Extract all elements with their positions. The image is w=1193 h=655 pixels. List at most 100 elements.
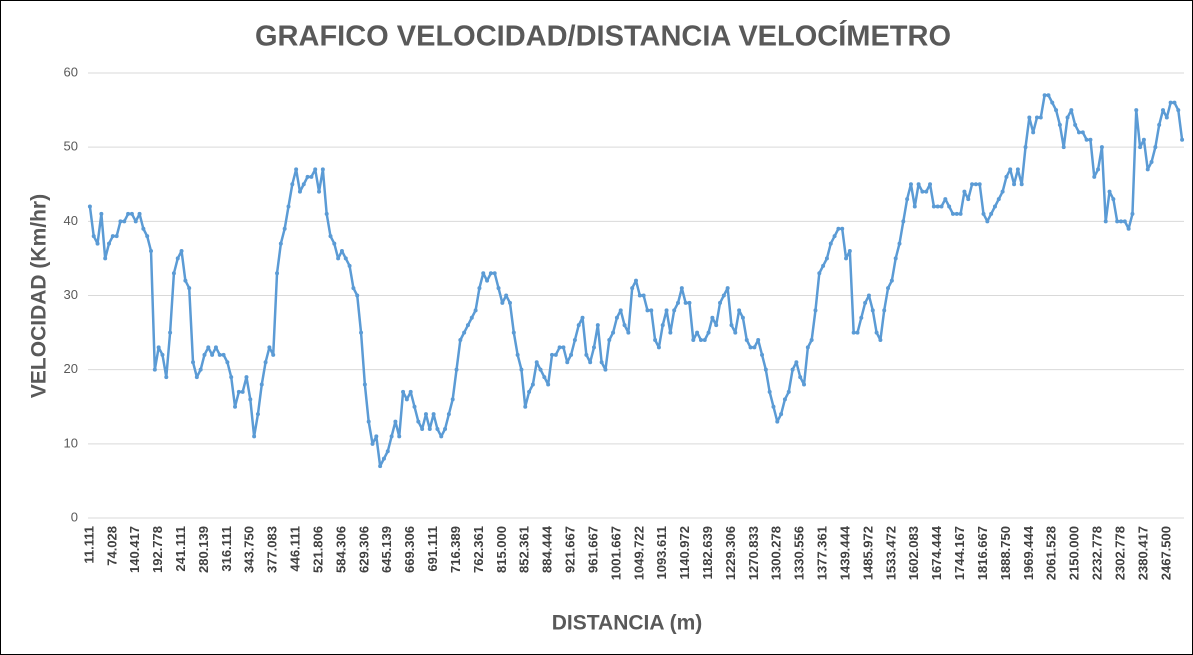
data-point bbox=[1157, 122, 1162, 127]
data-point bbox=[236, 389, 241, 394]
data-point bbox=[439, 434, 444, 439]
data-point bbox=[1176, 108, 1181, 113]
data-point bbox=[91, 234, 96, 239]
data-point bbox=[744, 338, 749, 342]
data-point bbox=[714, 323, 719, 328]
data-point bbox=[756, 338, 761, 342]
data-point bbox=[1004, 174, 1009, 179]
data-point bbox=[939, 204, 944, 209]
x-tick-label: 521.806 bbox=[310, 526, 325, 573]
data-point bbox=[179, 249, 184, 253]
data-point bbox=[767, 389, 772, 394]
data-point bbox=[901, 219, 906, 224]
data-point bbox=[763, 367, 768, 372]
data-point bbox=[1038, 115, 1043, 120]
data-point bbox=[343, 256, 348, 261]
data-point bbox=[206, 345, 211, 350]
data-point bbox=[549, 352, 554, 357]
data-point bbox=[370, 441, 375, 446]
data-point bbox=[897, 241, 902, 246]
data-point bbox=[397, 434, 402, 439]
x-tick-label: 1744.167 bbox=[952, 526, 967, 580]
data-point bbox=[893, 256, 898, 261]
data-point bbox=[950, 211, 955, 216]
x-tick-label: 140.417 bbox=[127, 526, 142, 573]
data-point bbox=[817, 271, 822, 276]
x-tick-label: 1270.833 bbox=[746, 526, 761, 580]
data-point bbox=[672, 308, 677, 313]
data-point bbox=[748, 345, 753, 350]
x-tick-label: 1888.750 bbox=[998, 526, 1013, 580]
data-point bbox=[679, 286, 684, 291]
x-tick-label: 280.139 bbox=[196, 526, 211, 573]
data-point bbox=[653, 338, 658, 342]
data-point bbox=[110, 234, 115, 239]
data-point bbox=[1054, 108, 1059, 113]
x-tick-label: 1300.278 bbox=[769, 526, 784, 580]
data-point bbox=[152, 367, 157, 372]
data-point bbox=[1168, 100, 1173, 105]
data-point bbox=[996, 197, 1001, 202]
data-point bbox=[95, 241, 100, 246]
data-point bbox=[591, 345, 596, 350]
data-point bbox=[1057, 122, 1062, 127]
y-tick-label: 50 bbox=[64, 139, 78, 154]
x-tick-label: 1533.472 bbox=[883, 526, 898, 580]
data-point bbox=[824, 256, 829, 261]
y-tick-label: 0 bbox=[71, 509, 78, 524]
data-point bbox=[973, 182, 978, 187]
data-point bbox=[691, 338, 696, 342]
data-point bbox=[87, 204, 92, 209]
data-point bbox=[259, 382, 264, 387]
data-point bbox=[546, 382, 551, 387]
y-tick-label: 20 bbox=[64, 361, 78, 376]
data-point bbox=[985, 219, 990, 224]
y-tick-label: 60 bbox=[64, 64, 78, 79]
x-tick-label: 1330.556 bbox=[792, 526, 807, 580]
data-point bbox=[1046, 93, 1051, 98]
data-point bbox=[99, 211, 104, 216]
x-tick-label: 1140.972 bbox=[677, 526, 692, 580]
data-point bbox=[137, 211, 142, 216]
data-point bbox=[725, 286, 730, 291]
data-point bbox=[156, 345, 161, 350]
data-point bbox=[611, 330, 616, 335]
data-point bbox=[1027, 115, 1032, 120]
x-tick-label: 1485.972 bbox=[860, 526, 875, 580]
x-tick-label: 1229.306 bbox=[723, 526, 738, 580]
data-point bbox=[813, 308, 818, 313]
data-point bbox=[1138, 145, 1143, 150]
data-point bbox=[229, 375, 234, 380]
data-point bbox=[886, 286, 891, 291]
data-point bbox=[641, 293, 646, 298]
x-tick-label: 1816.667 bbox=[975, 526, 990, 580]
data-point bbox=[1012, 182, 1017, 187]
data-point bbox=[194, 375, 199, 380]
data-point bbox=[844, 256, 849, 261]
data-point bbox=[122, 219, 127, 224]
data-point bbox=[252, 434, 257, 439]
data-point bbox=[462, 330, 467, 335]
x-tick-label: 852.361 bbox=[517, 526, 532, 573]
data-point bbox=[267, 345, 272, 350]
data-point bbox=[1084, 137, 1089, 142]
data-point bbox=[733, 330, 738, 335]
x-tick-label: 762.361 bbox=[471, 526, 486, 573]
data-point bbox=[458, 338, 463, 342]
data-point bbox=[649, 308, 654, 313]
data-point bbox=[465, 323, 470, 328]
data-point bbox=[889, 278, 894, 283]
data-point bbox=[515, 352, 520, 357]
x-tick-label: 921.667 bbox=[563, 526, 578, 573]
data-point bbox=[305, 174, 310, 179]
data-point bbox=[859, 315, 864, 320]
data-point bbox=[355, 293, 360, 298]
data-point bbox=[504, 293, 509, 298]
data-point bbox=[828, 241, 833, 246]
data-point bbox=[737, 308, 742, 313]
data-point bbox=[233, 404, 238, 409]
data-point bbox=[530, 382, 535, 387]
data-point bbox=[290, 182, 295, 187]
data-point bbox=[710, 315, 715, 320]
data-point bbox=[580, 315, 585, 320]
